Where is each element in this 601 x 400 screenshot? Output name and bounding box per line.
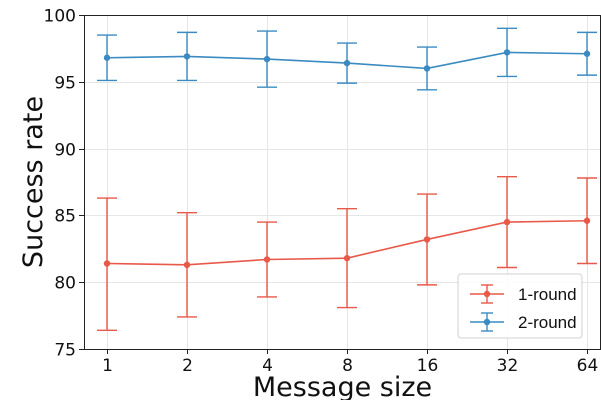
x-axis-title: Message size <box>253 372 432 400</box>
x-tick-label: 16 <box>417 356 439 376</box>
legend-swatch-marker <box>483 290 491 298</box>
x-tick-label: 64 <box>577 356 599 376</box>
data-point <box>183 53 191 60</box>
series-layer <box>97 27 597 331</box>
data-point <box>103 54 111 61</box>
data-point <box>263 256 271 263</box>
legend-item: 1-round <box>470 284 577 304</box>
y-tick-label: 85 <box>54 207 76 227</box>
x-tick-label: 2 <box>182 356 193 376</box>
x-tick-label: 1 <box>102 356 113 376</box>
data-point <box>263 55 271 63</box>
y-axis: 75 80 85 90 95 100 <box>44 7 84 361</box>
x-tick-label: 8 <box>342 356 353 376</box>
series-2-round <box>97 27 597 91</box>
legend-label: 2-round <box>518 313 577 332</box>
data-point <box>343 254 351 262</box>
x-tick-label: 4 <box>262 356 273 376</box>
y-tick-label: 95 <box>54 74 76 94</box>
series-1-round <box>97 175 597 331</box>
data-point <box>343 59 351 67</box>
data-point <box>183 261 191 269</box>
y-tick-label: 90 <box>54 141 76 161</box>
data-point <box>503 218 511 226</box>
data-point <box>583 217 591 224</box>
y-tick-label: 75 <box>54 341 76 361</box>
y-tick-label: 80 <box>54 274 76 294</box>
legend-swatch-marker <box>483 318 491 326</box>
data-point <box>423 65 431 72</box>
x-axis: 1 2 4 8 16 32 64 <box>102 349 598 376</box>
data-point <box>583 50 591 57</box>
legend-item: 2-round <box>470 312 577 332</box>
data-point <box>103 260 111 267</box>
x-tick-label: 32 <box>497 356 519 376</box>
y-tick-label: 100 <box>44 7 76 27</box>
data-point <box>503 49 511 56</box>
data-point <box>423 236 431 243</box>
legend: 1-round 2-round <box>457 273 583 339</box>
y-axis-title: Success rate <box>18 96 49 268</box>
legend-label: 1-round <box>518 285 577 304</box>
